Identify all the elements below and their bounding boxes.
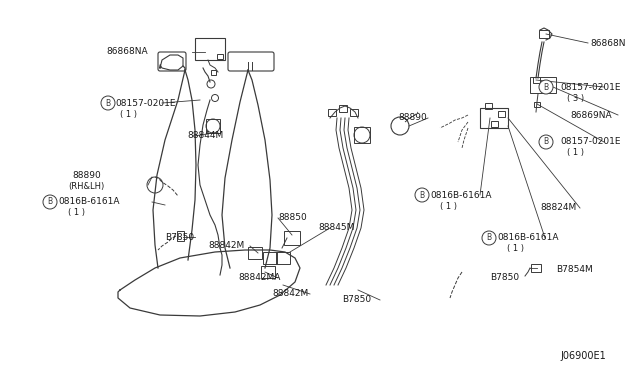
Bar: [211, 70, 216, 74]
Bar: [531, 264, 541, 272]
Text: 0816B-6161A: 0816B-6161A: [497, 234, 559, 243]
Circle shape: [482, 231, 496, 245]
Bar: [530, 77, 556, 93]
Text: 88850: 88850: [278, 214, 307, 222]
Text: B7854M: B7854M: [556, 266, 593, 275]
Bar: [217, 54, 223, 58]
Text: 88842M: 88842M: [208, 241, 244, 250]
Bar: [177, 231, 184, 241]
Text: 88842MA: 88842MA: [238, 273, 280, 282]
Text: 86869NA: 86869NA: [570, 110, 612, 119]
Text: 08157-0201E: 08157-0201E: [560, 138, 621, 147]
Bar: [484, 103, 492, 109]
Bar: [354, 127, 370, 143]
Text: 0816B-6161A: 0816B-6161A: [58, 198, 120, 206]
Text: 08157-0201E: 08157-0201E: [115, 99, 175, 108]
Text: J06900E1: J06900E1: [560, 351, 605, 361]
Text: ( 1 ): ( 1 ): [440, 202, 457, 211]
Bar: [248, 247, 262, 259]
Text: 88890: 88890: [398, 113, 427, 122]
Circle shape: [101, 96, 115, 110]
Bar: [276, 252, 290, 264]
Bar: [480, 108, 508, 128]
Text: ( 1 ): ( 1 ): [507, 244, 524, 253]
Text: ( 1 ): ( 1 ): [567, 148, 584, 157]
Text: 88844M: 88844M: [187, 131, 223, 141]
Bar: [261, 266, 275, 278]
Text: B: B: [419, 190, 424, 199]
Bar: [350, 109, 358, 115]
Text: ( 1 ): ( 1 ): [68, 208, 85, 218]
Text: 88824M: 88824M: [540, 203, 576, 212]
Circle shape: [43, 195, 57, 209]
Bar: [543, 81, 550, 87]
Text: ( 1 ): ( 1 ): [120, 109, 137, 119]
Text: ( 3 ): ( 3 ): [567, 93, 584, 103]
Text: 86868N: 86868N: [590, 38, 625, 48]
Circle shape: [415, 188, 429, 202]
Bar: [497, 111, 504, 117]
Bar: [206, 119, 220, 133]
Text: B: B: [543, 138, 548, 147]
Bar: [195, 38, 225, 60]
Bar: [339, 105, 347, 112]
Text: 88890: 88890: [72, 170, 100, 180]
Text: B7850: B7850: [165, 232, 194, 241]
Bar: [328, 109, 336, 115]
Text: B: B: [486, 234, 492, 243]
Bar: [284, 231, 300, 245]
Text: B7850: B7850: [490, 273, 519, 282]
Text: 08157-0201E: 08157-0201E: [560, 83, 621, 92]
Bar: [539, 30, 549, 38]
Circle shape: [539, 135, 553, 149]
Bar: [532, 77, 540, 83]
Bar: [534, 102, 540, 106]
Bar: [263, 252, 277, 264]
Text: 86868NA: 86868NA: [106, 48, 148, 57]
Circle shape: [539, 80, 553, 94]
Bar: [490, 121, 497, 127]
Text: B: B: [543, 83, 548, 92]
Text: 0816B-6161A: 0816B-6161A: [430, 190, 492, 199]
Text: B: B: [106, 99, 111, 108]
Text: 88842M: 88842M: [272, 289, 308, 298]
Text: B: B: [47, 198, 52, 206]
Text: B7850: B7850: [342, 295, 371, 305]
Text: (RH&LH): (RH&LH): [68, 182, 104, 190]
Text: 88845M: 88845M: [318, 224, 355, 232]
